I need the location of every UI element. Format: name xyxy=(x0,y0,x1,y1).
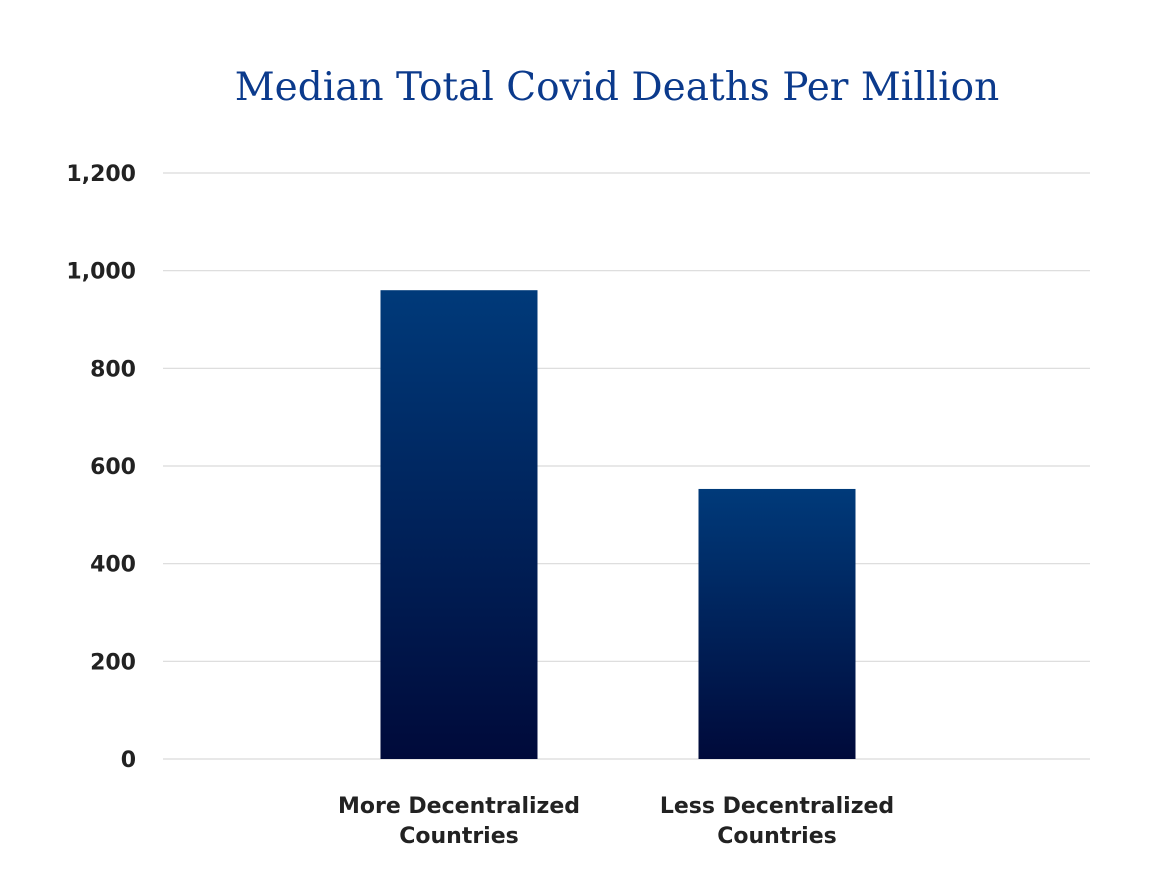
chart-title: Median Total Covid Deaths Per Million xyxy=(235,65,1000,110)
bar xyxy=(698,488,856,759)
y-tick-label: 0 xyxy=(121,748,136,773)
x-category-label-line: Countries xyxy=(399,824,519,849)
y-tick-label: 400 xyxy=(90,553,136,578)
x-category-label: Less Decentralized Countries xyxy=(660,794,894,849)
y-tick-label: 800 xyxy=(90,357,136,382)
bars xyxy=(380,290,856,759)
x-category-label-line: More Decentralized xyxy=(338,794,580,819)
x-category-label: More Decentralized Countries xyxy=(338,794,580,849)
y-tick-label: 1,200 xyxy=(66,162,136,187)
y-axis-tick-labels: 0 200 400 600 800 1,000 1,200 xyxy=(66,162,136,773)
x-category-label-line: Less Decentralized xyxy=(660,794,894,819)
bar xyxy=(380,290,538,759)
grid-lines xyxy=(163,172,1090,760)
y-tick-label: 1,000 xyxy=(66,260,136,285)
y-tick-label: 600 xyxy=(90,455,136,480)
y-tick-label: 200 xyxy=(90,650,136,675)
x-category-label-line: Countries xyxy=(717,824,837,849)
